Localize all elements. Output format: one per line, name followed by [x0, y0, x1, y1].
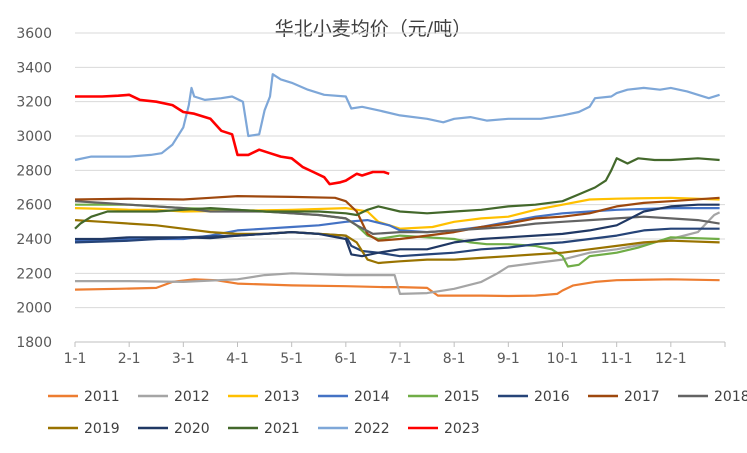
legend-label: 2019	[84, 421, 120, 437]
y-axis-ticks: 1800 2000 2200 2400 2600 2800 3000 3200 3400 3600	[16, 26, 52, 351]
x-tick-label: 9-1	[497, 351, 520, 367]
x-tick-label: 6-1	[334, 351, 357, 367]
series-lines	[74, 73, 721, 298]
legend-label: 2018	[714, 389, 747, 405]
y-tick-label: 1800	[16, 335, 52, 351]
series-line-2019	[74, 219, 720, 265]
y-tick-label: 2400	[16, 232, 52, 248]
x-axis: 1-1 2-1 3-1 4-1 5-1 6-1 7-1 8-1 9-1 10-1 11-1 12-1	[64, 341, 726, 367]
legend-item-2011: 2011	[48, 389, 120, 405]
legend-label: 2016	[534, 389, 570, 405]
legend-item-2023: 2023	[408, 421, 480, 437]
legend-label: 2022	[354, 421, 390, 437]
legend-item-2012: 2012	[138, 389, 210, 405]
y-tick-label: 3400	[16, 60, 52, 76]
legend-item-2014: 2014	[318, 389, 390, 405]
series-line-2020	[75, 203, 720, 258]
series-line-2021	[74, 157, 720, 230]
series-line-2015	[75, 203, 720, 268]
y-tick-label: 2200	[16, 266, 52, 282]
x-tick-label: 4-1	[226, 351, 249, 367]
x-tick-label: 12-1	[655, 351, 687, 367]
series-line-2022	[74, 73, 720, 162]
legend-item-2018: 2018	[678, 389, 747, 405]
series-line-2012	[75, 211, 721, 295]
gridlines	[75, 32, 725, 309]
legend-item-2019: 2019	[48, 421, 120, 437]
legend-item-2017: 2017	[588, 389, 660, 405]
x-tick-label: 10-1	[547, 351, 579, 367]
y-tick-label: 2800	[16, 163, 52, 179]
y-tick-label: 3600	[16, 26, 52, 42]
x-tick-label: 8-1	[443, 351, 466, 367]
legend-label: 2011	[84, 389, 120, 405]
x-tick-label: 7-1	[389, 351, 412, 367]
y-tick-label: 2600	[16, 198, 52, 214]
series-line-2018	[74, 200, 720, 235]
legend-label: 2013	[264, 389, 300, 405]
legend-label: 2020	[174, 421, 210, 437]
y-tick-label: 3200	[16, 95, 52, 111]
legend-label: 2014	[354, 389, 390, 405]
x-tick-label: 5-1	[280, 351, 303, 367]
x-tick-label: 11-1	[601, 351, 633, 367]
legend-label: 2023	[444, 421, 480, 437]
legend-item-2021: 2021	[228, 421, 300, 437]
series-line-2017	[74, 195, 720, 242]
legend-item-2022: 2022	[318, 421, 390, 437]
legend-label: 2021	[264, 421, 300, 437]
chart-title: 华北小麦均价（元/吨）	[275, 18, 471, 40]
legend-item-2015: 2015	[408, 389, 480, 405]
legend-item-2016: 2016	[498, 389, 570, 405]
legend-label: 2017	[624, 389, 660, 405]
series-line-2023	[75, 93, 390, 186]
legend-item-2020: 2020	[138, 421, 210, 437]
y-tick-label: 3000	[16, 129, 52, 145]
legend-item-2013: 2013	[228, 389, 300, 405]
legend-label: 2012	[174, 389, 210, 405]
y-tick-label: 2000	[16, 301, 52, 317]
x-tick-label: 3-1	[172, 351, 195, 367]
x-tick-label: 2-1	[118, 351, 141, 367]
legend-label: 2015	[444, 389, 480, 405]
x-tick-label: 1-1	[64, 351, 87, 367]
series-line-2013	[74, 196, 720, 230]
legend: 2011 2012 2013 2014 2015 2016 2017 2018 2019 2020…	[48, 389, 747, 437]
